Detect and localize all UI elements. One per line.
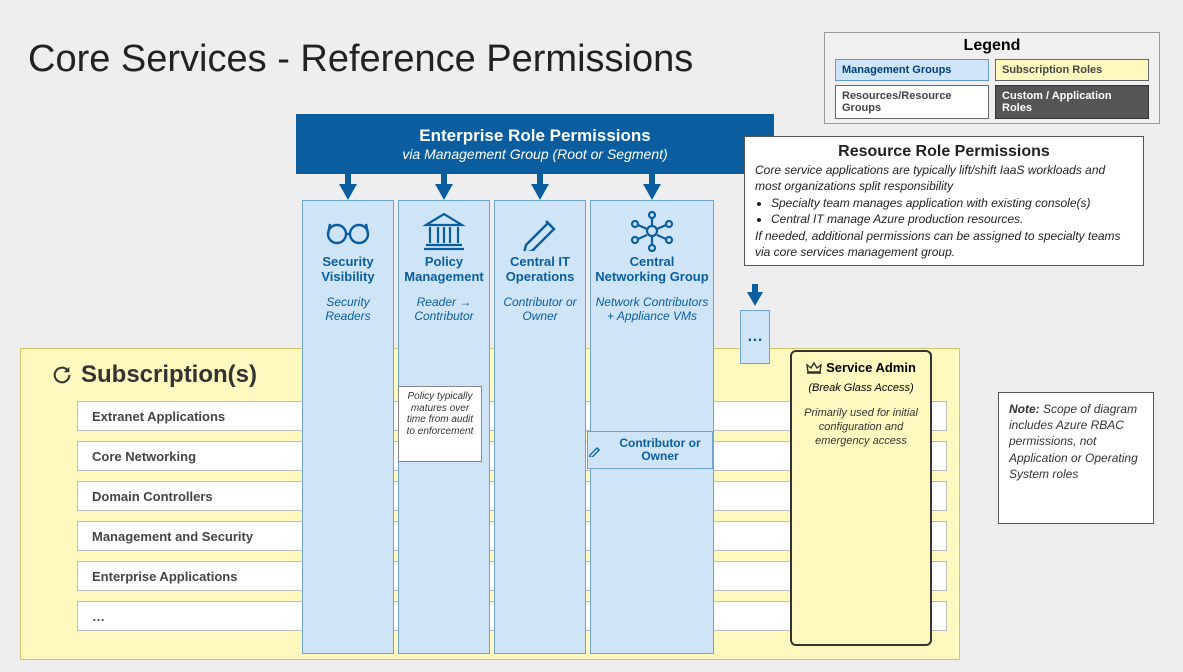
resource-role-box: Resource Role Permissions Core service a… — [744, 136, 1144, 266]
institution-icon — [403, 209, 485, 253]
contributor-overlay-text: Contributor or Owner — [608, 437, 712, 463]
glasses-icon — [307, 209, 389, 253]
col-name: Security Visibility — [307, 255, 389, 285]
resource-role-intro: Core service applications are typically … — [755, 163, 1105, 193]
col-role: Contributor or Owner — [499, 295, 581, 324]
network-icon — [595, 209, 709, 253]
legend-item-mg: Management Groups — [835, 59, 989, 81]
arrow-icon — [339, 184, 357, 200]
service-admin-desc: Primarily used for initial configuration… — [800, 406, 922, 449]
col-name: Policy Management — [403, 255, 485, 285]
refresh-icon — [51, 364, 73, 386]
note-box: Note: Scope of diagram includes Azure RB… — [998, 392, 1154, 524]
diagram-canvas: Core Services - Reference Permissions Le… — [0, 0, 1183, 672]
enterprise-title: Enterprise Role Permissions — [296, 126, 774, 146]
crown-icon — [806, 361, 822, 375]
service-admin-sub: (Break Glass Access) — [800, 382, 922, 394]
pencil-icon — [499, 209, 581, 253]
note-label: Note: — [1009, 402, 1040, 416]
col-name: Central Networking Group — [595, 255, 709, 285]
pencil-icon — [588, 443, 602, 457]
col-role: Security Readers — [307, 295, 389, 324]
contributor-overlay: Contributor or Owner — [587, 431, 713, 469]
legend-box: Legend Management Groups Subscription Ro… — [824, 32, 1160, 124]
subscription-header-text: Subscription(s) — [81, 361, 257, 389]
resource-role-bullet: Central IT manage Azure production resou… — [771, 212, 1133, 228]
legend-item-sub: Subscription Roles — [995, 59, 1149, 81]
subscription-header: Subscription(s) — [51, 361, 257, 389]
column-security: Security Visibility Security Readers — [302, 200, 394, 654]
resource-role-title: Resource Role Permissions — [755, 143, 1133, 161]
resource-role-bullet: Specialty team manages application with … — [771, 196, 1133, 212]
col-role: Reader → Contributor — [403, 295, 485, 324]
legend-item-res: Resources/Resource Groups — [835, 85, 989, 119]
page-title: Core Services - Reference Permissions — [28, 38, 693, 81]
column-ellipsis: … — [740, 310, 770, 364]
legend-title: Legend — [835, 37, 1149, 55]
arrow-icon — [747, 292, 763, 306]
resource-role-outro: If needed, additional permissions can be… — [755, 229, 1121, 259]
enterprise-subtitle: via Management Group (Root or Segment) — [296, 146, 774, 162]
column-ops: Central IT Operations Contributor or Own… — [494, 200, 586, 654]
col-role: Network Contributors + Appliance VMs — [595, 295, 709, 324]
service-admin-box: Service Admin (Break Glass Access) Prima… — [790, 350, 932, 646]
service-admin-title: Service Admin — [826, 360, 916, 375]
arrow-icon — [531, 184, 549, 200]
arrow-icon — [643, 184, 661, 200]
policy-note: Policy typically matures over time from … — [398, 386, 482, 462]
arrow-icon — [435, 184, 453, 200]
col-name: Central IT Operations — [499, 255, 581, 285]
legend-item-custom: Custom / Application Roles — [995, 85, 1149, 119]
enterprise-bar: Enterprise Role Permissions via Manageme… — [296, 114, 774, 174]
column-network: Central Networking Group Network Contrib… — [590, 200, 714, 654]
